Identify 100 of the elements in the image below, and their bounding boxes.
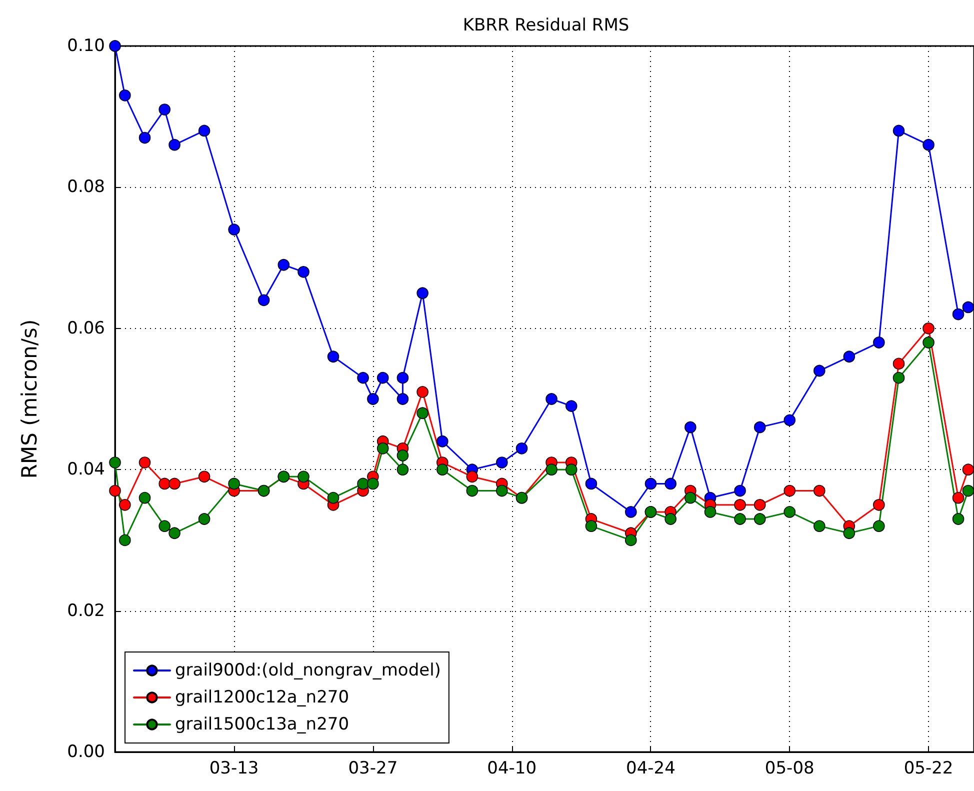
y-tick-label: 0.00 [67, 742, 105, 762]
point [952, 492, 964, 504]
point [922, 138, 934, 151]
point [754, 513, 766, 525]
point [546, 393, 558, 405]
point [376, 372, 389, 384]
point [754, 421, 766, 434]
point [565, 400, 578, 412]
point [704, 506, 716, 518]
point [416, 287, 428, 299]
point [644, 478, 657, 490]
point [158, 478, 171, 490]
legend-label: grail1500c13a_n270 [175, 714, 350, 734]
point [962, 464, 974, 476]
point [396, 372, 409, 384]
point [546, 464, 558, 476]
point [734, 499, 746, 511]
y-tick-label: 0.06 [67, 318, 105, 338]
point [496, 484, 508, 497]
point [784, 506, 796, 518]
point [357, 372, 369, 384]
point [327, 492, 340, 504]
point [436, 435, 448, 448]
point [814, 520, 826, 532]
point [784, 484, 796, 497]
point [367, 478, 379, 490]
point [585, 478, 598, 490]
point [873, 499, 885, 511]
point [228, 224, 240, 236]
point [396, 393, 409, 405]
legend-label: grail1200c12a_n270 [175, 688, 350, 708]
x-tick-label: 04-10 [487, 758, 537, 778]
point [516, 442, 528, 454]
point [952, 513, 964, 525]
point [119, 534, 131, 546]
point [466, 484, 478, 497]
point [258, 294, 270, 306]
point [664, 478, 676, 490]
point [158, 520, 171, 532]
point [565, 464, 578, 476]
point [278, 258, 290, 271]
point [625, 534, 637, 546]
point [396, 450, 409, 462]
point [119, 90, 131, 102]
legend-label: grail900d:(old_nongrav_model) [175, 660, 441, 680]
point [168, 527, 180, 540]
point [814, 484, 826, 497]
point [734, 513, 746, 525]
point [664, 513, 676, 525]
point [962, 301, 974, 314]
point [396, 464, 409, 476]
point [843, 527, 856, 540]
x-tick-label: 05-22 [904, 758, 954, 778]
point [734, 484, 746, 497]
point [814, 364, 826, 377]
point [892, 372, 905, 384]
x-tick-label: 05-08 [764, 758, 814, 778]
point [873, 520, 885, 532]
point [416, 386, 428, 398]
point [158, 104, 171, 116]
y-axis-title: RMS (micron/s) [18, 319, 42, 479]
point [952, 308, 964, 320]
point [327, 350, 340, 363]
point [367, 393, 379, 405]
point [843, 350, 856, 363]
point [138, 456, 151, 468]
point [168, 478, 180, 490]
chart-title: KBRR Residual RMS [462, 16, 630, 36]
point [892, 124, 905, 137]
point [198, 470, 210, 483]
x-tick-label: 03-13 [209, 758, 259, 778]
point [684, 492, 696, 504]
point [138, 132, 151, 144]
point [298, 470, 310, 483]
point [416, 407, 428, 420]
point [892, 358, 905, 370]
point [376, 442, 389, 454]
point [922, 336, 934, 348]
point [436, 464, 448, 476]
point [585, 520, 598, 532]
point [873, 336, 885, 348]
point [109, 456, 121, 468]
point [138, 492, 151, 504]
point [625, 506, 637, 518]
point [109, 484, 121, 497]
point [496, 456, 508, 468]
point [466, 470, 478, 483]
y-tick-label: 0.02 [67, 600, 105, 621]
point [962, 484, 974, 497]
y-tick-label: 0.10 [67, 36, 105, 56]
y-tick-label: 0.04 [67, 460, 105, 480]
point [198, 124, 210, 137]
point [754, 499, 766, 511]
point [228, 478, 240, 490]
point [922, 322, 934, 334]
point [357, 478, 369, 490]
y-tick-label: 0.08 [67, 177, 105, 198]
point [119, 499, 131, 511]
point [109, 40, 121, 52]
point [298, 266, 310, 278]
